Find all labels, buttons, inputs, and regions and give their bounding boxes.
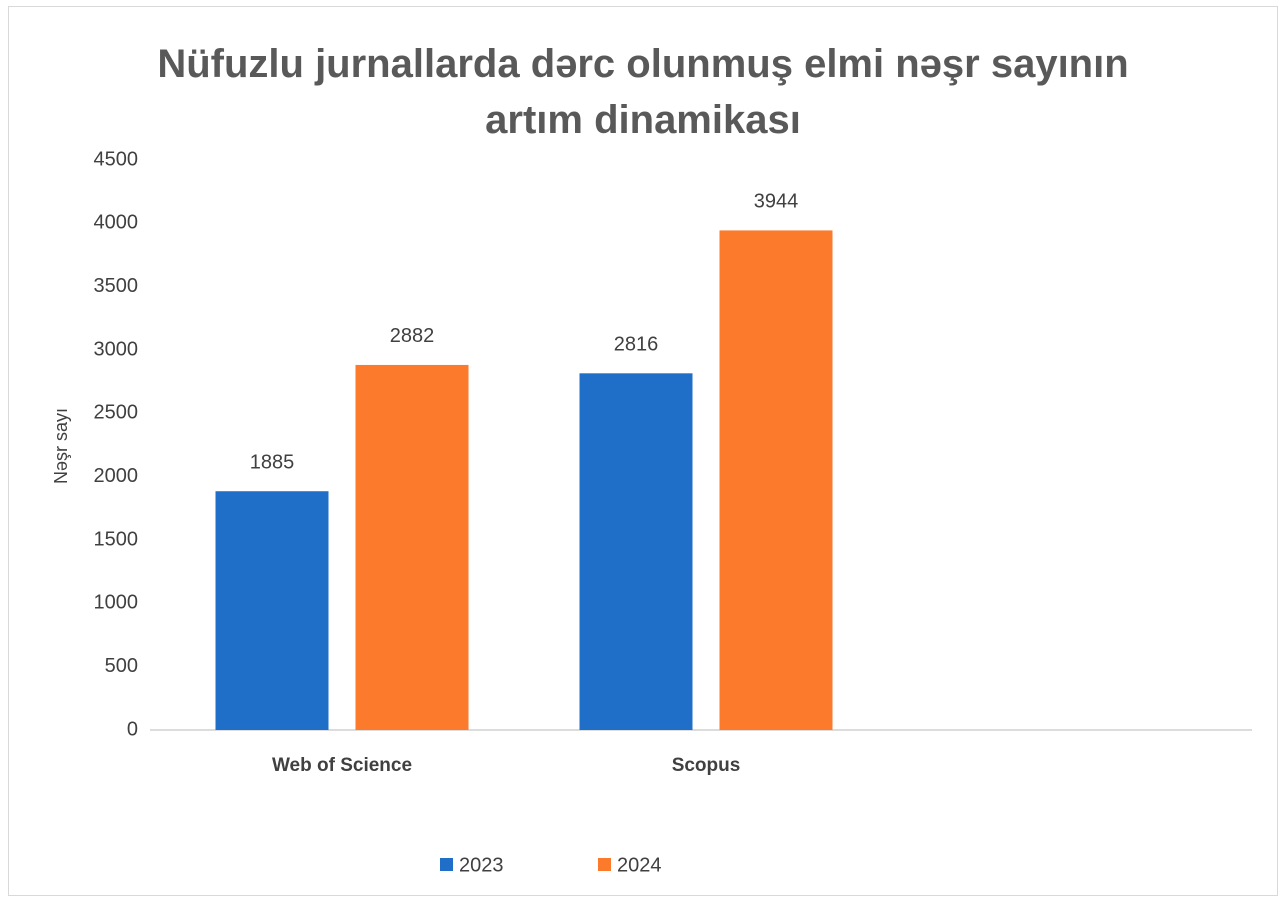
y-tick-label: 1500 bbox=[94, 528, 139, 550]
legend-label: 2024 bbox=[617, 854, 662, 876]
legend-label: 2023 bbox=[459, 854, 504, 876]
y-axis-label: Nəşr sayı bbox=[51, 408, 71, 484]
chart-frame bbox=[8, 6, 1278, 896]
bar bbox=[215, 491, 329, 730]
y-tick-label: 4000 bbox=[94, 212, 139, 234]
y-tick-label: 1000 bbox=[94, 592, 139, 614]
bar bbox=[355, 364, 469, 730]
legend-swatch bbox=[440, 858, 453, 871]
x-tick-label: Web of Science bbox=[272, 755, 412, 776]
y-tick-label: 500 bbox=[105, 655, 138, 677]
y-tick-label: 3500 bbox=[94, 275, 139, 297]
chart-title: Nüfuzlu jurnallarda dərc olunmuş elmi nə… bbox=[157, 42, 1129, 142]
data-label: 3944 bbox=[754, 191, 799, 213]
bar bbox=[719, 230, 833, 730]
y-tick-label: 2500 bbox=[94, 402, 139, 424]
data-label: 2882 bbox=[390, 325, 435, 347]
data-label: 1885 bbox=[250, 452, 295, 474]
y-tick-label: 2000 bbox=[94, 465, 139, 487]
y-tick-label: 4500 bbox=[94, 148, 139, 170]
data-label: 2816 bbox=[614, 334, 659, 356]
y-tick-label: 3000 bbox=[94, 338, 139, 360]
y-tick-label: 0 bbox=[127, 718, 138, 740]
legend-swatch bbox=[598, 858, 611, 871]
bar bbox=[579, 373, 693, 730]
x-tick-label: Scopus bbox=[672, 755, 741, 776]
